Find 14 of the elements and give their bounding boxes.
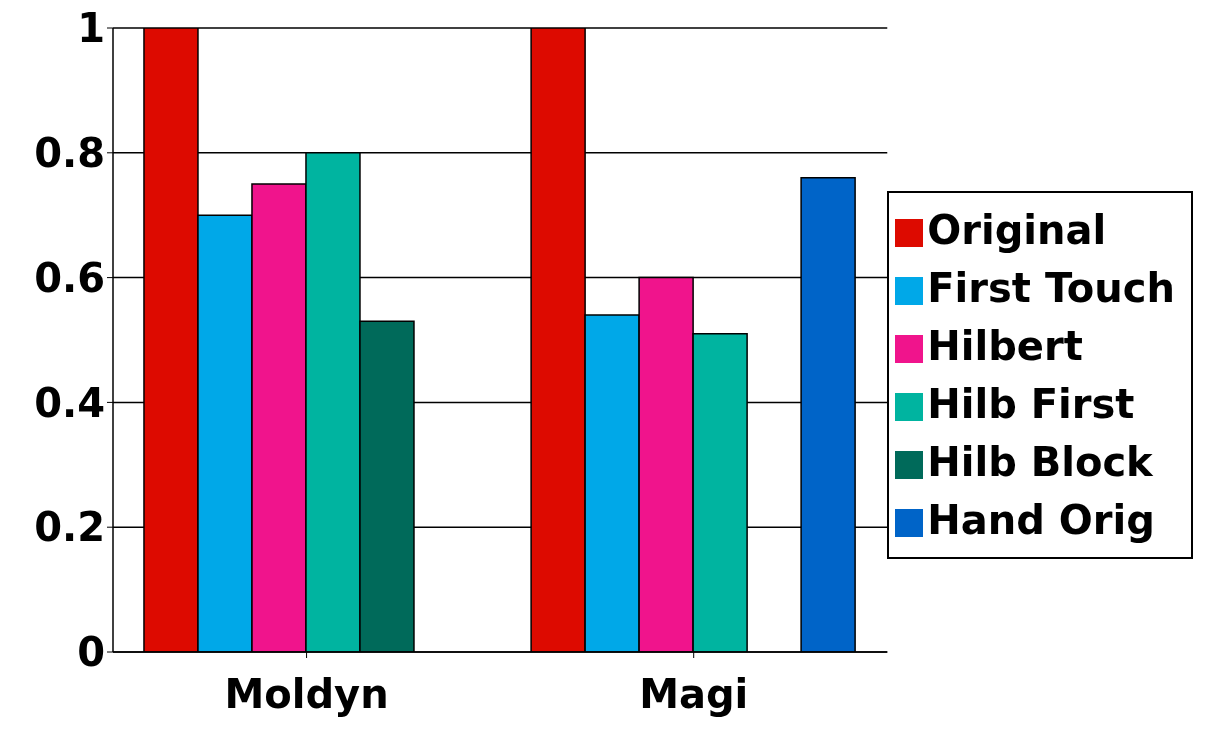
x-tick-label: Magi	[639, 671, 749, 718]
legend-label: Original	[927, 207, 1107, 253]
x-tick-label: Moldyn	[224, 671, 389, 718]
legend-label: Hilb Block	[927, 439, 1153, 485]
legend-label: First Touch	[927, 265, 1175, 311]
legend-label: Hilbert	[927, 323, 1083, 369]
y-tick-label: 0.8	[34, 130, 105, 176]
y-tick-label: 0.6	[34, 254, 105, 301]
y-tick-label: 0.4	[34, 379, 105, 426]
legend-label: Hilb First	[927, 381, 1135, 427]
y-tick-label: 0	[77, 629, 105, 676]
y-tick-label: 1	[77, 5, 105, 52]
y-tick-label: 0.2	[34, 504, 105, 551]
legend-label: Hand Orig	[927, 497, 1155, 543]
